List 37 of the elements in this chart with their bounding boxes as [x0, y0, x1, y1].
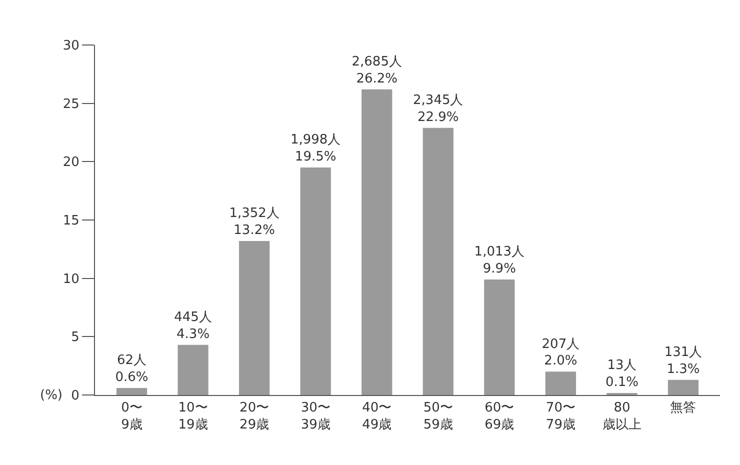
x-tick-label: 50〜 59歳 [423, 400, 453, 432]
x-tick-label: 0〜 9歳 [121, 400, 142, 432]
y-axis-title: (%) [40, 388, 62, 403]
y-tick-label: 10 [62, 272, 80, 287]
y-tick-label: 15 [62, 214, 80, 229]
y-tick-label: 5 [71, 330, 80, 346]
data-label: 13人 0.1% [605, 358, 638, 390]
data-label: 445人 4.3% [174, 310, 212, 342]
x-tick-label: 40〜 49歳 [362, 400, 392, 432]
y-tick-label: 25 [62, 96, 80, 112]
bar [300, 168, 331, 395]
data-label: 62人 0.6% [115, 353, 148, 385]
data-label: 2,685人 26.2% [352, 54, 402, 86]
data-label: 207人 2.0% [542, 336, 580, 369]
x-tick-label: 無答 [670, 400, 696, 416]
x-tick-label: 70〜 79歳 [546, 400, 576, 432]
bar [484, 280, 515, 395]
x-tick-label: 10〜 19歳 [178, 400, 208, 432]
data-label: 2,345人 22.9% [413, 92, 464, 125]
data-label: 1,013人 9.9% [474, 244, 525, 276]
bar [362, 89, 392, 395]
x-tick-label: 60〜 69歳 [484, 400, 514, 432]
bar [239, 241, 270, 395]
y-tick-label: 0 [71, 388, 80, 404]
y-tick-label: 30 [62, 38, 80, 54]
data-label: 1,998人 19.5% [290, 132, 341, 164]
x-tick-label: 20〜 29歳 [240, 400, 270, 432]
data-label: 1,352人 13.2% [229, 206, 280, 238]
x-tick-label: 80歳以上 [602, 400, 642, 432]
bar [545, 372, 576, 395]
x-tick-label: 30〜 39歳 [300, 400, 330, 432]
data-label: 131人 1.3% [664, 344, 702, 377]
bar [178, 344, 208, 395]
bar [422, 128, 454, 395]
bar [116, 388, 148, 395]
bar [668, 380, 699, 395]
y-tick-label: 20 [62, 155, 80, 170]
